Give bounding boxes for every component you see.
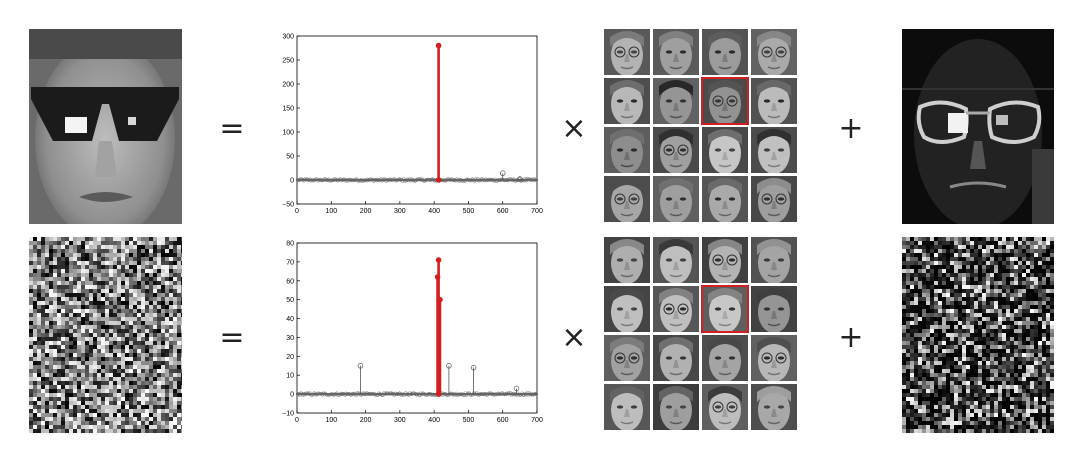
x-tick-label: 500: [463, 208, 475, 215]
face-thumbnail: [604, 29, 650, 75]
y-tick-label: 10: [286, 373, 294, 380]
y-tick-label: 100: [282, 130, 294, 137]
multiply-sign: ×: [561, 111, 587, 146]
noise-error-image: [902, 237, 1054, 433]
x-tick-label: 100: [325, 417, 337, 424]
minor-stem-marker: [517, 176, 523, 182]
face-thumbnail: [751, 29, 797, 75]
equals-sign: =: [219, 111, 245, 146]
x-tick-label: 100: [325, 208, 337, 215]
y-tick-label: 40: [286, 316, 294, 323]
face-thumbnail: [653, 237, 699, 283]
y-tick-label: 70: [286, 259, 294, 266]
face-thumbnail: [751, 384, 797, 430]
face-thumbnail: [604, 78, 650, 124]
error-image: [902, 29, 1054, 224]
face-thumbnail: [604, 237, 650, 283]
minor-stem-marker: [470, 364, 477, 371]
face-thumbnail: [604, 335, 650, 381]
face-thumbnail: [604, 127, 650, 173]
face-thumbnail: [604, 286, 650, 332]
face-thumbnail: [604, 176, 650, 222]
face-thumbnail: [702, 176, 748, 222]
face-thumbnail: [653, 286, 699, 332]
x-tick-label: 300: [394, 208, 406, 215]
y-tick-label: 80: [286, 241, 294, 248]
equals-sign: =: [219, 320, 245, 355]
plot-frame: [296, 35, 538, 205]
y-tick-label: 20: [286, 354, 294, 361]
face-thumbnail: [702, 29, 748, 75]
plus-sign: +: [838, 320, 864, 355]
y-tick-label: 30: [286, 335, 294, 342]
x-tick-label: 300: [394, 417, 406, 424]
y-tick-label: −10: [282, 411, 294, 418]
occluded-face-image: [29, 29, 182, 224]
y-tick-label: 50: [286, 154, 294, 161]
face-thumbnail: [653, 335, 699, 381]
face-thumbnail: [653, 29, 699, 75]
face-thumbnail: [751, 237, 797, 283]
selected-face-thumbnail: [701, 285, 749, 333]
y-tick-label: 250: [282, 58, 294, 65]
face-thumbnail: [653, 176, 699, 222]
face-thumbnail: [751, 176, 797, 222]
x-tick-label: 600: [497, 208, 509, 215]
x-tick-label: 0: [295, 208, 299, 215]
plot-frame: [296, 242, 538, 414]
x-tick-label: 700: [531, 208, 543, 215]
y-tick-label: 60: [286, 278, 294, 285]
x-tick-label: 500: [463, 417, 475, 424]
face-thumbnail: [702, 384, 748, 430]
x-tick-label: 700: [531, 417, 543, 424]
face-thumbnail: [751, 335, 797, 381]
highlight-stem-marker: [435, 391, 442, 397]
face-thumbnail: [653, 127, 699, 173]
y-tick-label: 0: [290, 392, 294, 399]
minor-stem-marker: [357, 363, 364, 369]
training-faces-dictionary: [604, 237, 797, 430]
highlight-stem-marker: [437, 296, 443, 303]
highlight-stem-marker: [435, 42, 442, 49]
x-tick-label: 600: [497, 417, 509, 424]
face-thumbnail: [702, 237, 748, 283]
x-tick-label: 400: [428, 208, 440, 215]
face-thumbnail: [702, 335, 748, 381]
multiply-sign: ×: [561, 320, 587, 355]
minor-stem-marker: [446, 363, 452, 369]
face-thumbnail: [751, 127, 797, 173]
face-thumbnail: [604, 384, 650, 430]
minor-stem-marker: [499, 170, 506, 177]
face-thumbnail: [751, 78, 797, 124]
coefficient-stem-plot: 300 250 200 150 100 50 0 −50 0 100 200 300 400 500 600…: [282, 34, 543, 216]
x-tick-label: 200: [360, 208, 372, 215]
y-tick-label: −50: [282, 202, 294, 209]
face-thumbnail: [653, 78, 699, 124]
highlight-stem-marker: [434, 274, 441, 280]
training-faces-dictionary: [604, 29, 797, 222]
face-thumbnail: [751, 286, 797, 332]
y-tick-label: 200: [282, 82, 294, 89]
face-thumbnail: [702, 127, 748, 173]
y-tick-label: 0: [290, 178, 294, 185]
y-tick-label: 300: [282, 34, 294, 41]
x-tick-label: 0: [295, 417, 299, 424]
noisy-face-image: [29, 237, 182, 433]
x-tick-label: 400: [428, 417, 440, 424]
face-thumbnail: [653, 384, 699, 430]
y-tick-label: 50: [286, 297, 294, 304]
x-tick-label: 200: [360, 417, 372, 424]
selected-face-thumbnail: [701, 77, 749, 125]
plus-sign: +: [838, 111, 864, 146]
highlight-stem-marker: [435, 177, 442, 183]
highlight-stem-marker: [435, 257, 442, 263]
y-tick-label: 150: [282, 106, 294, 113]
minor-stem-marker: [513, 385, 520, 392]
coefficient-stem-plot: 80 70 60 50 40 30 20 10 0 −10 0 100 200 300 400 500 600 7…: [282, 241, 543, 425]
